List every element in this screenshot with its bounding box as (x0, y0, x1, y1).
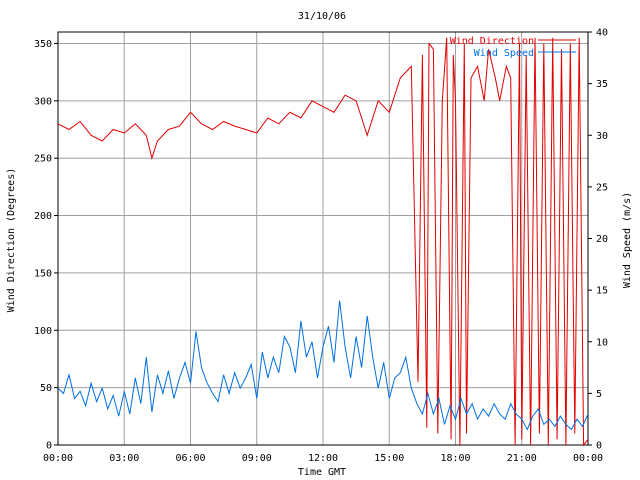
x-tick-label: 09:00 (242, 453, 272, 464)
x-tick-label: 12:00 (308, 453, 338, 464)
legend-wind-speed-label: Wind Speed (474, 48, 534, 59)
left-tick-label: 0 (46, 441, 52, 452)
x-tick-label: 03:00 (109, 453, 139, 464)
left-tick-label: 350 (34, 39, 52, 50)
legend-wind-direction-label: Wind Direction (450, 36, 534, 47)
x-tick-label: 06:00 (175, 453, 205, 464)
right-tick-label: 30 (596, 131, 608, 142)
right-tick-label: 0 (596, 441, 602, 452)
right-axis-ticks: 0 5 10 15 20 25 30 35 40 (588, 28, 608, 452)
x-tick-label: 00:00 (573, 453, 603, 464)
right-tick-label: 20 (596, 234, 608, 245)
wind-speed-line (57, 300, 589, 431)
x-axis-label: Time GMT (298, 467, 346, 478)
left-axis-ticks: 0 50 100 150 200 250 300 350 (34, 39, 58, 452)
left-tick-label: 100 (34, 326, 52, 337)
x-axis-ticks: 00:00 03:00 06:00 09:00 12:00 15:00 18:00 21:00… (43, 453, 603, 464)
left-tick-label: 50 (40, 383, 52, 394)
right-tick-label: 25 (596, 182, 608, 193)
left-tick-label: 250 (34, 154, 52, 165)
wind-direction-line (57, 37, 589, 447)
series-layer (57, 37, 589, 447)
right-tick-label: 5 (596, 389, 602, 400)
left-axis-label: Wind Direction (Degrees) (6, 168, 17, 313)
x-tick-label: 00:00 (43, 453, 73, 464)
x-tick-label: 15:00 (374, 453, 404, 464)
chart-title: 31/10/06 (298, 11, 346, 22)
x-tick-label: 18:00 (440, 453, 470, 464)
right-tick-label: 40 (596, 28, 608, 39)
chart-grid (57, 32, 589, 446)
x-tick-label: 21:00 (507, 453, 537, 464)
left-tick-label: 300 (34, 96, 52, 107)
left-tick-label: 150 (34, 268, 52, 279)
right-tick-label: 15 (596, 286, 608, 297)
right-axis-label: Wind Speed (m/s) (622, 192, 633, 288)
right-tick-label: 10 (596, 337, 608, 348)
right-tick-label: 35 (596, 79, 608, 90)
left-tick-label: 200 (34, 211, 52, 222)
